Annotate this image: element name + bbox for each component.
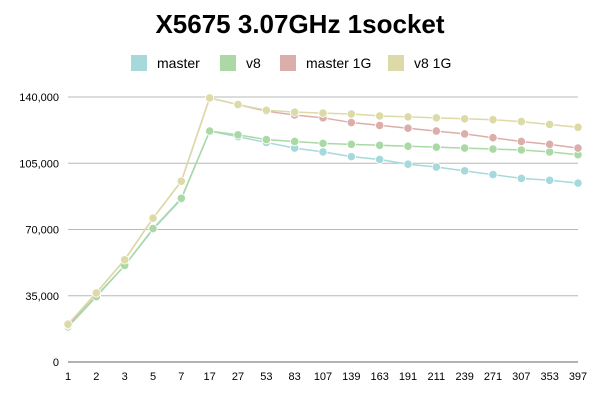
data-point — [488, 133, 498, 143]
data-point — [318, 138, 328, 148]
data-point — [545, 147, 555, 157]
x-axis-ticks: 1 2 3 5 7 17 27 53 83 107 139 163 191 211 239 271 307 353… — [65, 371, 587, 383]
x-tick-label: 397 — [569, 371, 587, 383]
x-tick-label: 27 — [232, 371, 244, 383]
legend-swatch — [131, 55, 147, 71]
x-tick-label: 307 — [512, 371, 530, 383]
series-v8 — [63, 126, 583, 332]
y-tick-label: 140,000 — [19, 92, 59, 104]
data-point — [573, 143, 583, 153]
data-point — [205, 126, 215, 136]
legend-swatch — [388, 55, 404, 71]
data-point — [573, 122, 583, 132]
data-point — [403, 123, 413, 133]
x-tick-label: 211 — [428, 371, 446, 383]
series-master — [63, 126, 583, 331]
data-point — [205, 93, 215, 103]
series-master-1g — [63, 93, 583, 330]
data-point — [346, 139, 356, 149]
x-tick-label: 107 — [314, 371, 332, 383]
data-point — [91, 288, 101, 298]
data-point — [403, 141, 413, 151]
legend-label: master — [157, 55, 200, 71]
x-tick-label: 163 — [370, 371, 388, 383]
x-tick-label: 2 — [93, 371, 99, 383]
data-point — [346, 109, 356, 119]
y-tick-label: 0 — [53, 357, 59, 369]
x-tick-label: 1 — [65, 371, 71, 383]
series-line — [67, 97, 579, 325]
data-point — [375, 154, 385, 165]
series-group — [63, 93, 583, 332]
data-point — [233, 130, 243, 140]
data-point — [516, 136, 526, 147]
x-tick-label: 271 — [484, 371, 502, 383]
x-tick-label: 7 — [178, 371, 184, 383]
data-point — [346, 152, 356, 162]
data-point — [290, 107, 300, 117]
data-point — [488, 170, 498, 180]
x-tick-label: 5 — [150, 371, 156, 383]
data-point — [403, 112, 413, 122]
data-point — [318, 108, 328, 118]
data-point — [176, 176, 186, 186]
data-point — [431, 142, 441, 152]
legend-label: v8 — [246, 55, 261, 71]
y-tick-label: 35,000 — [25, 291, 59, 303]
data-point — [375, 120, 385, 130]
series-line — [67, 97, 579, 326]
x-tick-label: 83 — [289, 371, 301, 383]
data-point — [261, 105, 271, 115]
x-tick-label: 53 — [260, 371, 272, 383]
data-point — [431, 162, 441, 172]
data-point — [318, 147, 328, 157]
x-tick-label: 353 — [540, 371, 558, 383]
x-tick-label: 3 — [122, 371, 128, 383]
legend-swatch — [280, 55, 296, 71]
data-point — [431, 113, 441, 123]
data-point — [346, 117, 356, 128]
data-point — [516, 173, 526, 183]
data-point — [148, 213, 158, 223]
y-axis-ticks: 0 35,000 70,000 105,000 140,000 — [19, 92, 59, 369]
data-point — [233, 99, 243, 110]
legend-swatch — [220, 55, 236, 71]
data-point — [460, 114, 470, 124]
legend-label: master 1G — [306, 55, 371, 71]
chart-title: X5675 3.07GHz 1socket — [155, 9, 444, 39]
data-point — [120, 255, 130, 265]
data-point — [431, 126, 441, 136]
x-tick-label: 17 — [204, 371, 216, 383]
data-point — [516, 117, 526, 127]
data-point — [63, 319, 73, 329]
data-point — [375, 111, 385, 121]
series-v8-1g — [63, 93, 583, 329]
data-point — [460, 143, 470, 153]
data-point — [516, 145, 526, 155]
y-tick-label: 105,000 — [19, 158, 59, 170]
x-tick-label: 191 — [399, 371, 417, 383]
data-point — [545, 119, 555, 130]
data-point — [460, 166, 470, 176]
data-point — [176, 193, 186, 203]
data-point — [573, 178, 583, 188]
y-tick-label: 70,000 — [25, 225, 59, 237]
data-point — [261, 134, 271, 145]
x-tick-label: 239 — [455, 371, 473, 383]
legend: master v8 master 1G v8 1G — [131, 55, 451, 71]
legend-label: v8 1G — [414, 55, 451, 71]
data-point — [148, 223, 158, 234]
x-tick-label: 139 — [342, 371, 360, 383]
data-point — [290, 136, 300, 147]
data-point — [460, 129, 470, 139]
data-point — [545, 139, 555, 149]
data-point — [375, 140, 385, 150]
data-point — [403, 159, 413, 169]
data-point — [488, 115, 498, 125]
data-point — [545, 175, 555, 185]
series-line — [67, 130, 579, 327]
data-point — [488, 144, 498, 154]
